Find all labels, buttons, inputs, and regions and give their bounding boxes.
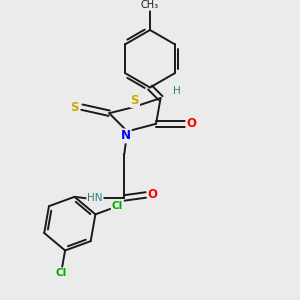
Text: Cl: Cl <box>112 201 123 212</box>
Text: S: S <box>70 101 79 114</box>
Text: O: O <box>148 188 158 201</box>
Text: CH₃: CH₃ <box>141 0 159 10</box>
Text: N: N <box>121 129 131 142</box>
Text: Cl: Cl <box>56 268 67 278</box>
Text: H: H <box>173 85 181 95</box>
Text: O: O <box>187 117 196 130</box>
Text: HN: HN <box>87 193 103 203</box>
Text: S: S <box>130 94 139 107</box>
